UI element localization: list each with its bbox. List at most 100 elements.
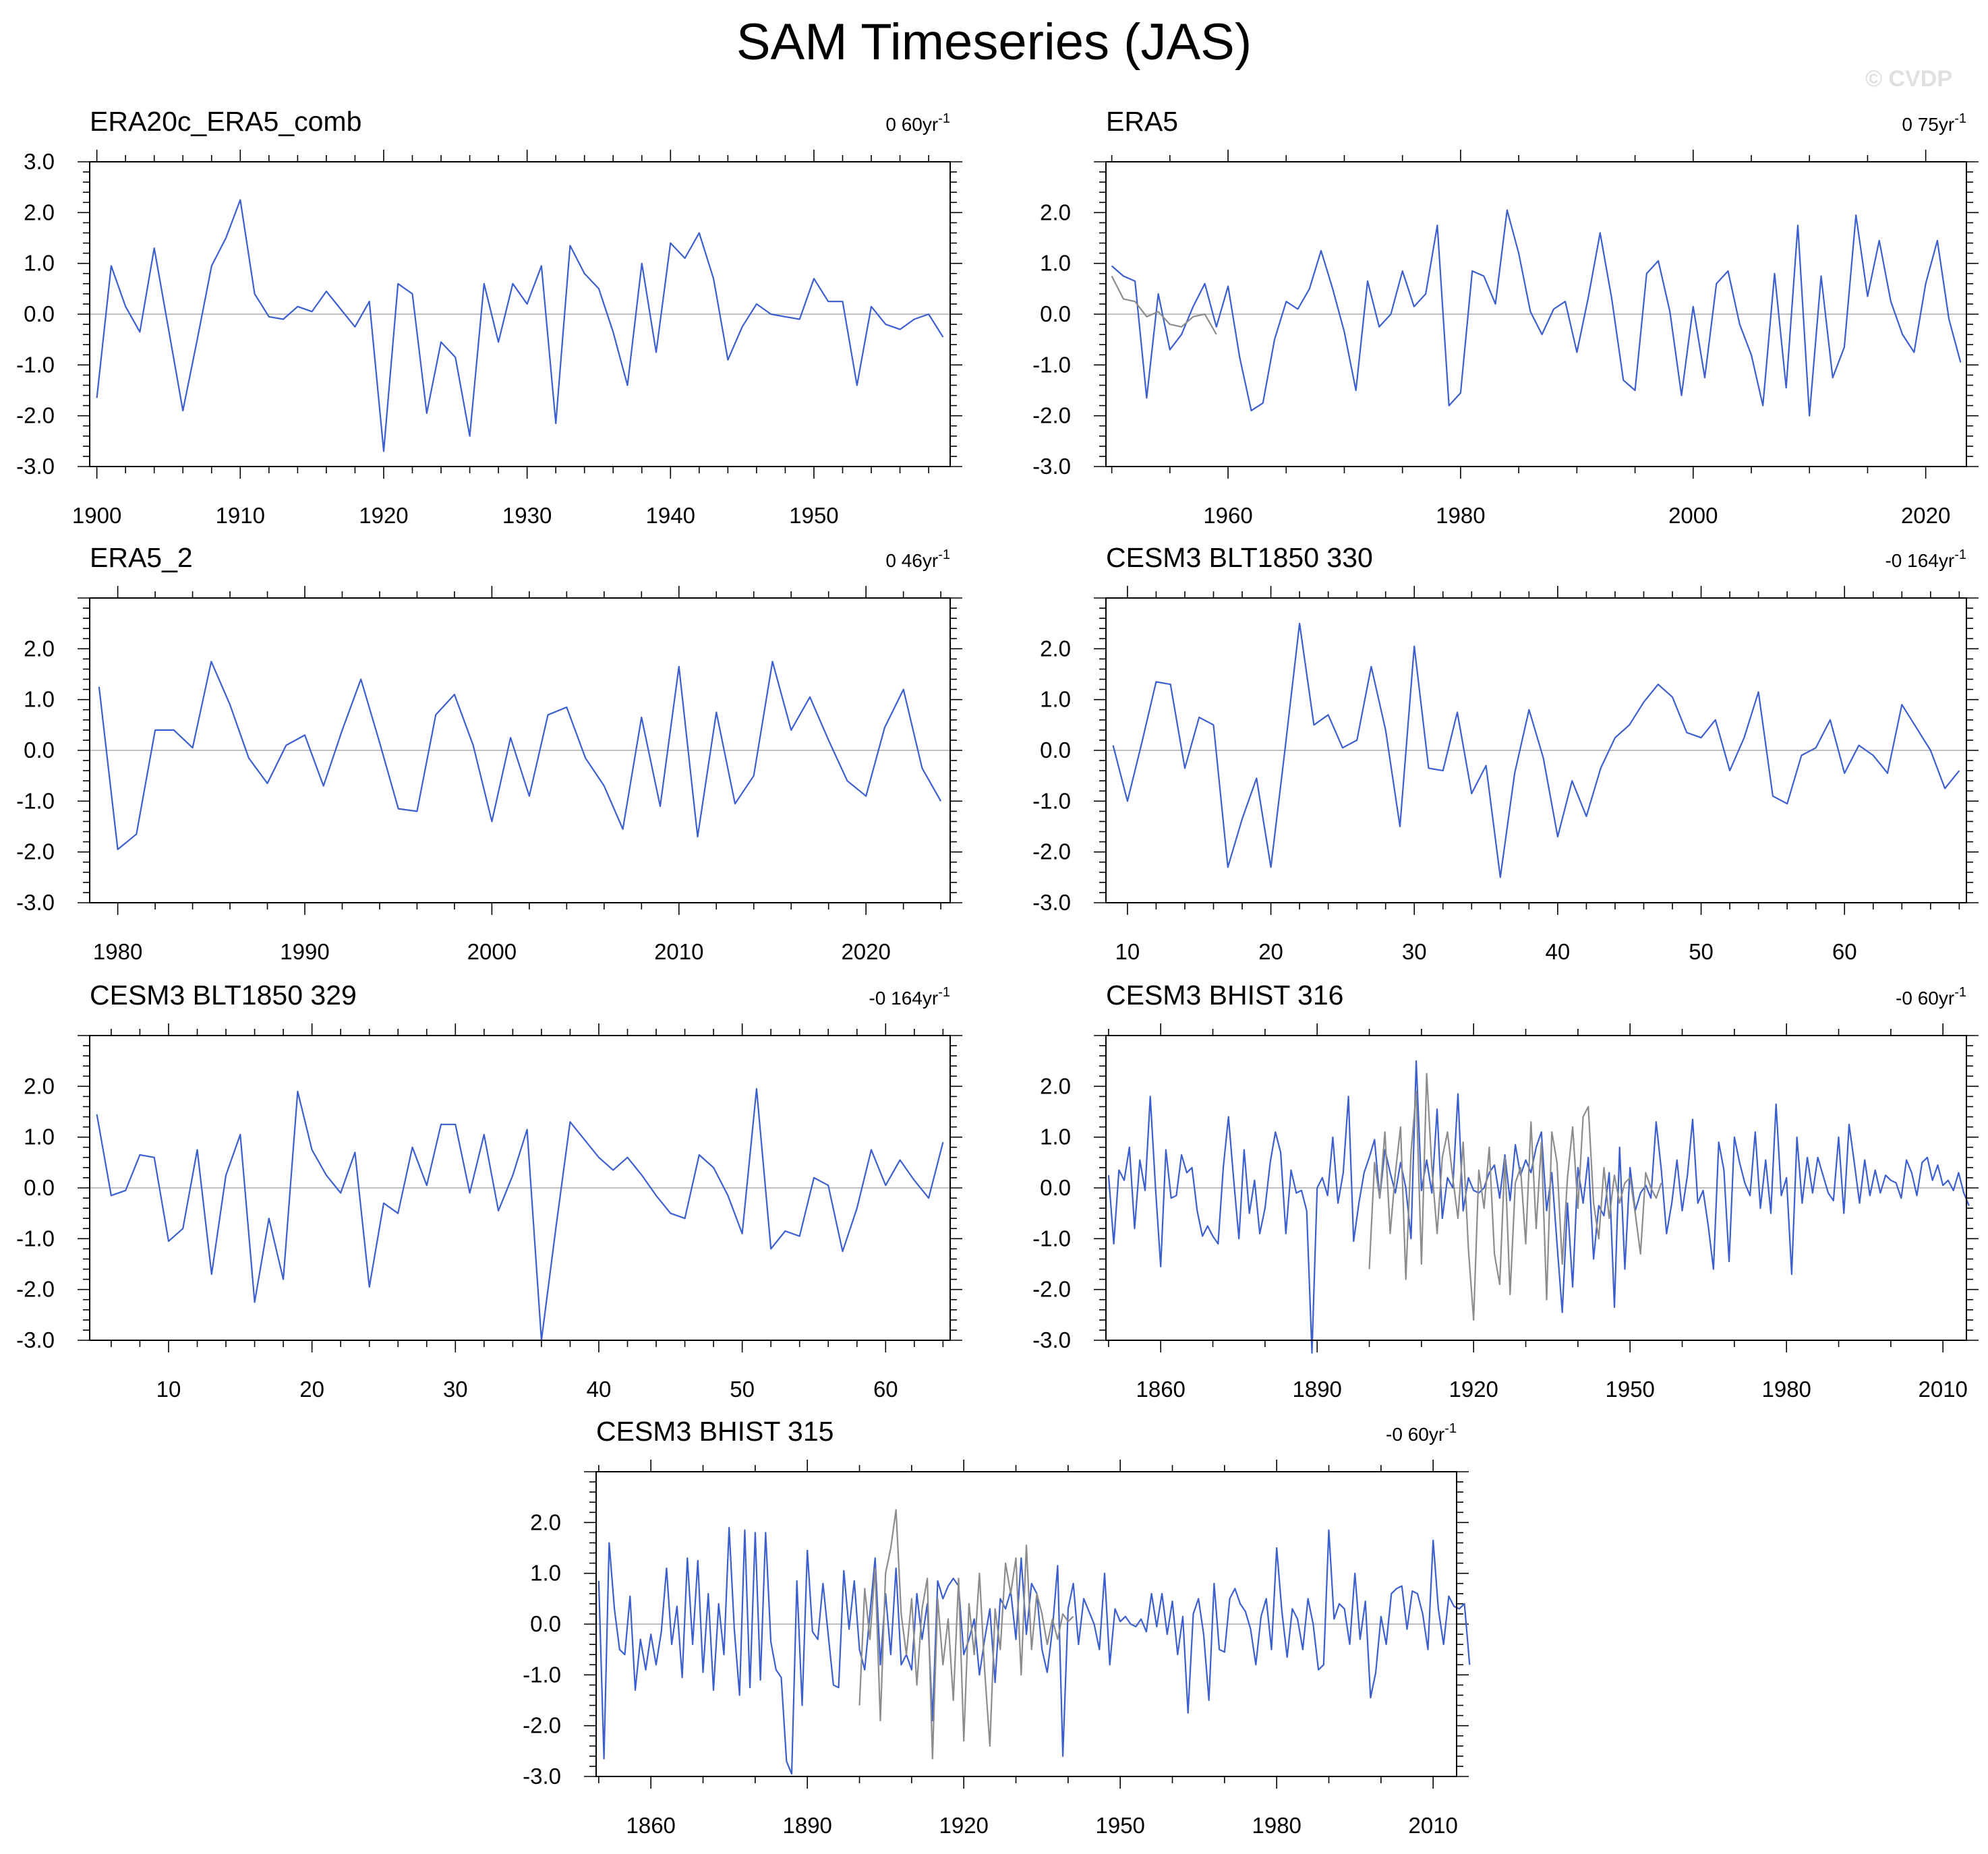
y-tick-label: -3.0 — [1032, 1327, 1071, 1352]
y-tick-label: 1.0 — [24, 251, 55, 276]
y-tick-label: 0.0 — [1040, 1175, 1071, 1200]
y-tick-label: 0.0 — [1040, 301, 1071, 326]
y-tick-label: 0.0 — [24, 301, 55, 326]
y-tick-label: -3.0 — [1032, 454, 1071, 479]
y-tick-label: -1.0 — [1032, 352, 1071, 377]
x-tick-label: 1900 — [72, 503, 121, 528]
y-tick-label: 2.0 — [1040, 636, 1071, 661]
y-tick-label: -1.0 — [523, 1662, 561, 1687]
y-tick-label: -2.0 — [523, 1713, 561, 1738]
chart-panel-cesm3-bhist-315: CESM3 BHIST 315 -0 60yr-1 2.0 1.0 0.0 -1.0 -2.… — [523, 1416, 1471, 1838]
x-tick-label: 1980 — [1436, 503, 1485, 528]
plot-frame — [89, 1035, 951, 1341]
sam-series-line — [98, 661, 942, 851]
x-tick-label: 1950 — [1605, 1377, 1654, 1402]
trend-unit-exponent: -1 — [1444, 1421, 1457, 1436]
chart-panel-cesm3-blt1850-329: CESM3 BLT1850 329 -0 164yr-1 2.0 1.0 0.0 -1.0… — [16, 980, 962, 1402]
x-tick-label: 30 — [1402, 939, 1427, 964]
chart-panel-era5-2: ERA5_2 0 46yr-1 2.0 1.0 0.0 -1.0 -2.0 -3.0 1980 1… — [16, 542, 962, 964]
x-tick-label: 20 — [1258, 939, 1283, 964]
y-tick-label: -2.0 — [16, 403, 55, 428]
y-tick-label: 1.0 — [1040, 251, 1071, 276]
x-tick-label: 50 — [730, 1377, 755, 1402]
sam-series-line — [1107, 1060, 1970, 1354]
x-tick-label: 1950 — [789, 503, 838, 528]
x-tick-label: 10 — [156, 1377, 181, 1402]
y-tick-label: 1.0 — [1040, 687, 1071, 712]
x-tick-label: 1980 — [1761, 1377, 1811, 1402]
x-tick-label: 1920 — [939, 1813, 988, 1838]
x-tick-label: 1940 — [646, 503, 695, 528]
trend-unit-exponent: -1 — [1954, 111, 1966, 126]
plot-frame — [1105, 597, 1967, 903]
x-tick-label: 40 — [1546, 939, 1571, 964]
x-tick-label: 2010 — [1408, 1813, 1457, 1838]
x-tick-label: 2010 — [654, 939, 703, 964]
plot-frame — [1105, 161, 1967, 467]
secondary-series-line — [1111, 275, 1217, 335]
y-tick-label: 2.0 — [24, 1073, 55, 1098]
sam-series-line — [96, 199, 944, 452]
panel-title: ERA5_2 — [90, 542, 193, 573]
y-tick-label: -2.0 — [16, 1277, 55, 1302]
trend-value: 0 75yr — [1902, 114, 1954, 135]
trend-label: -0 164yr-1 — [869, 985, 950, 1009]
trend-label: -0 60yr-1 — [1386, 1421, 1457, 1445]
x-tick-label: 1890 — [782, 1813, 831, 1838]
y-tick-label: 1.0 — [1040, 1125, 1071, 1149]
x-tick-label: 20 — [299, 1377, 324, 1402]
y-tick-label: -1.0 — [1032, 1226, 1071, 1251]
trend-value: -0 164yr — [869, 988, 938, 1009]
trend-unit-exponent: -1 — [1954, 985, 1966, 1000]
panel-title: CESM3 BHIST 315 — [596, 1416, 834, 1447]
y-tick-label: -1.0 — [16, 788, 55, 813]
x-tick-label: 1890 — [1292, 1377, 1341, 1402]
trend-unit-exponent: -1 — [938, 547, 950, 562]
cvdp-watermark: © CVDP — [1865, 66, 1952, 92]
trend-label: 0 60yr-1 — [885, 111, 950, 135]
x-tick-label: 1950 — [1095, 1813, 1144, 1838]
trend-value: -0 60yr — [1386, 1424, 1444, 1445]
x-tick-label: 2020 — [1901, 503, 1950, 528]
trend-value: -0 164yr — [1885, 550, 1954, 571]
x-tick-label: 30 — [443, 1377, 468, 1402]
plot-frame — [89, 597, 951, 903]
trend-label: -0 164yr-1 — [1885, 547, 1966, 571]
plot-frame — [595, 1471, 1457, 1777]
y-tick-label: 2.0 — [1040, 1073, 1071, 1098]
y-tick-label: 2.0 — [530, 1509, 561, 1534]
panel-title: ERA20c_ERA5_comb — [90, 106, 361, 137]
trend-label: 0 75yr-1 — [1902, 111, 1966, 135]
chart-panel-era5: ERA5 0 75yr-1 2.0 1.0 0.0 -1.0 -2.0 -3.0 1960 198… — [1032, 106, 1979, 528]
y-tick-label: -3.0 — [16, 454, 55, 479]
trend-value: 0 46yr — [885, 550, 938, 571]
x-tick-label: 2020 — [841, 939, 890, 964]
sam-series-line — [96, 1087, 944, 1342]
y-tick-label: 1.0 — [24, 1125, 55, 1149]
trend-label: -0 60yr-1 — [1896, 985, 1966, 1009]
x-tick-label: 1920 — [359, 503, 408, 528]
x-tick-label: 2010 — [1918, 1377, 1967, 1402]
trend-label: 0 46yr-1 — [885, 547, 950, 571]
plot-frame — [1105, 1035, 1967, 1341]
x-tick-label: 1990 — [280, 939, 329, 964]
panel-title: CESM3 BLT1850 329 — [90, 980, 357, 1011]
x-tick-label: 40 — [587, 1377, 612, 1402]
sam-series-line — [1112, 622, 1960, 878]
panel-title: ERA5 — [1106, 106, 1178, 137]
y-tick-label: -3.0 — [16, 890, 55, 915]
x-tick-label: 50 — [1689, 939, 1714, 964]
x-tick-label: 1860 — [626, 1813, 675, 1838]
y-tick-label: -1.0 — [16, 352, 55, 377]
x-tick-label: 1930 — [502, 503, 552, 528]
chart-panel-cesm3-bhist-316: CESM3 BHIST 316 -0 60yr-1 2.0 1.0 0.0 -1.0 -2.… — [1032, 980, 1979, 1402]
x-tick-label: 1860 — [1136, 1377, 1185, 1402]
secondary-series-line — [1368, 1073, 1662, 1321]
y-tick-label: 0.0 — [1040, 738, 1071, 762]
x-tick-label: 2000 — [467, 939, 517, 964]
x-tick-label: 1920 — [1449, 1377, 1498, 1402]
figure-title: SAM Timeseries (JAS) — [736, 13, 1252, 71]
y-tick-label: -1.0 — [16, 1226, 55, 1251]
y-tick-label: 1.0 — [530, 1561, 561, 1586]
chart-panel-era20c-era5-comb: ERA20c_ERA5_comb 0 60yr-1 3.0 2.0 1.0 0.0 -1.0… — [16, 106, 962, 528]
